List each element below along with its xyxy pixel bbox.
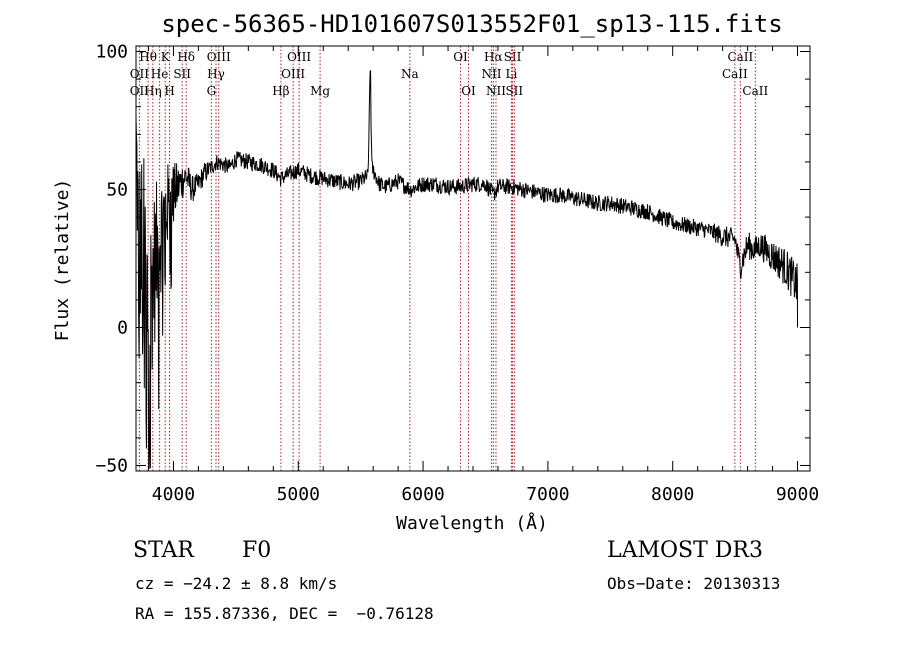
- plot-frame: [135, 45, 811, 472]
- x-tick-label: 4000: [152, 484, 195, 505]
- spectrum-line: [135, 70, 799, 469]
- line-marker-label: CaII: [742, 84, 768, 98]
- y-tick-label: 100: [95, 42, 128, 63]
- line-marker-label: SII: [504, 50, 522, 64]
- x-axis-label: Wavelength (Å): [396, 512, 548, 534]
- line-marker-label: OIII: [207, 50, 231, 64]
- y-tick-label: 50: [106, 180, 128, 201]
- line-marker-label: He: [151, 67, 169, 81]
- redshift-cz: cz = −24.2 ± 8.8 km/s: [135, 574, 338, 593]
- y-tick-label: −50: [95, 455, 128, 476]
- y-axis-label: Flux (relative): [52, 179, 73, 342]
- line-marker-label: Li: [506, 67, 518, 81]
- survey-name: LAMOST DR3: [607, 538, 763, 563]
- line-marker-label: OIII: [287, 50, 311, 64]
- line-marker-label: G: [207, 84, 217, 98]
- line-marker-label: K: [161, 50, 171, 64]
- x-tick-label: 7000: [526, 484, 569, 505]
- axes: 4000 5000 6000 7000 8000 9000 −50 0 50 100: [95, 42, 819, 505]
- line-marker-label: Mg: [310, 84, 330, 98]
- chart-title: spec-56365-HD101607S013552F01_sp13-115.f…: [161, 10, 782, 38]
- ra-dec-coordinates: RA = 155.87336, DEC = −0.76128: [135, 604, 434, 623]
- x-tick-label: 5000: [277, 484, 320, 505]
- line-marker-label: Hθ: [139, 50, 157, 64]
- line-marker-label: Na: [401, 67, 419, 81]
- line-marker-label: Hδ: [177, 50, 195, 64]
- line-marker-label: CaII: [727, 50, 753, 64]
- object-subclass: F0: [242, 538, 272, 563]
- x-tick-label: 9000: [776, 484, 819, 505]
- x-tick-label: 8000: [651, 484, 694, 505]
- line-marker-label: Hα: [484, 50, 503, 64]
- line-marker-label: H: [164, 84, 174, 98]
- line-marker-label: Hη: [144, 84, 162, 98]
- line-marker-label: OI: [453, 50, 468, 64]
- line-marker-label: SII: [505, 84, 523, 98]
- observation-date: Obs−Date: 20130313: [607, 574, 781, 593]
- line-marker-label: Hβ: [272, 84, 289, 98]
- object-class: STAR: [133, 538, 194, 563]
- line-marker-label: NII: [481, 67, 501, 81]
- x-tick-label: 6000: [401, 484, 444, 505]
- y-tick-label: 0: [117, 317, 128, 338]
- line-marker-label: OII: [130, 84, 150, 98]
- line-marker-label: NII: [486, 84, 506, 98]
- line-marker-label: OIII: [281, 67, 305, 81]
- line-marker-label: SII: [173, 67, 191, 81]
- line-marker-label: Hγ: [207, 67, 225, 81]
- line-marker-label: OII: [130, 67, 150, 81]
- line-marker-label: CaII: [722, 67, 748, 81]
- line-marker-label: OI: [461, 84, 476, 98]
